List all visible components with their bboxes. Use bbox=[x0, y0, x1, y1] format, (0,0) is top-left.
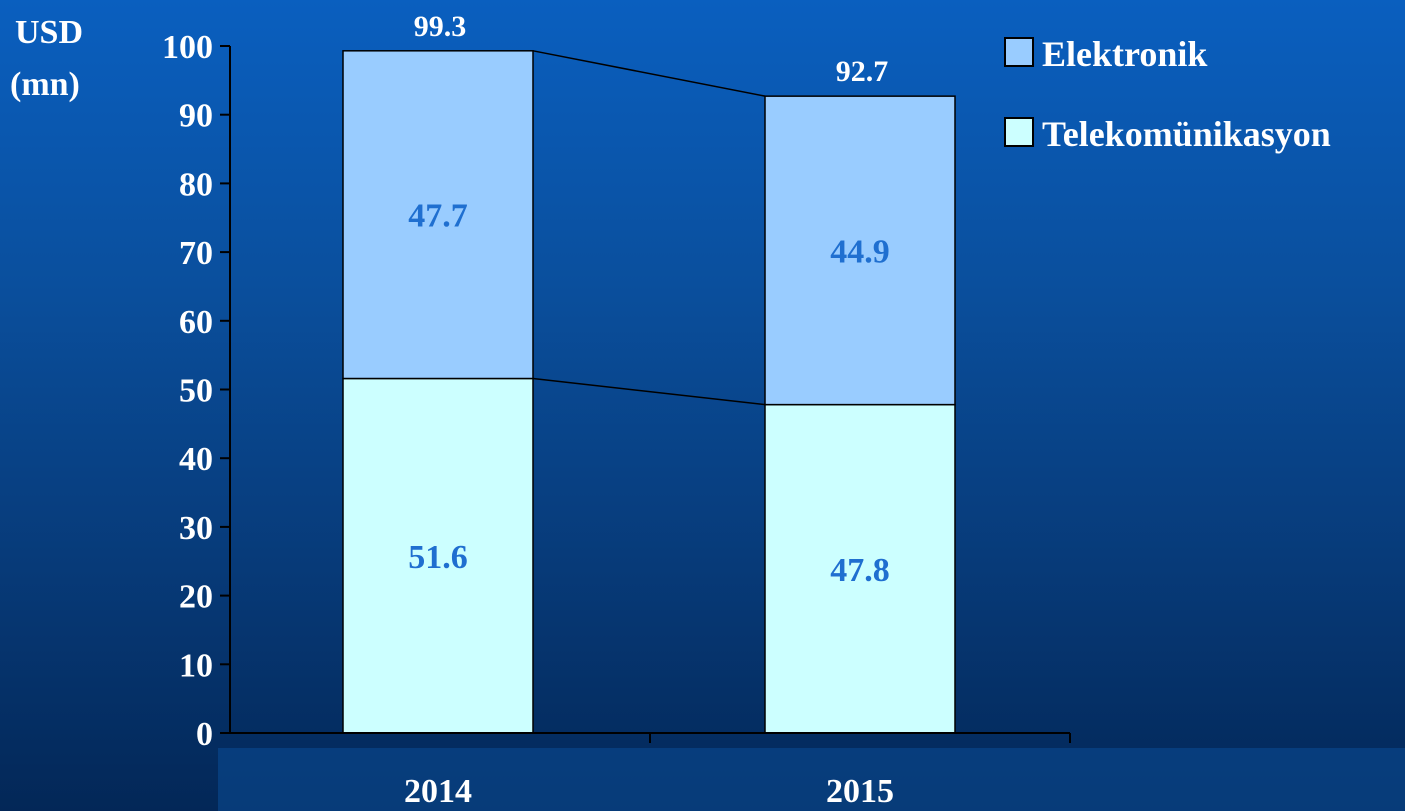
data-label-elektronik-2015: 44.9 bbox=[830, 233, 890, 270]
legend-swatch-telekom bbox=[1004, 117, 1034, 147]
y-tick-label: 50 bbox=[179, 373, 213, 410]
legend-label-telekom: Telekomünikasyon bbox=[1042, 114, 1331, 154]
bars-group bbox=[342, 50, 956, 734]
y-tick-labels: 0 10 20 30 40 50 60 70 80 90 100 bbox=[162, 29, 213, 753]
legend-label-elektronik: Elektronik bbox=[1042, 34, 1207, 74]
x-tick-label-2014: 2014 bbox=[404, 773, 472, 810]
bar-telekom-2014 bbox=[342, 377, 534, 734]
x-tick-labels: 2014 2015 bbox=[404, 773, 894, 810]
y-tick-label: 0 bbox=[196, 716, 213, 753]
series-connector-lines bbox=[532, 50, 766, 406]
y-tick-label: 90 bbox=[179, 98, 213, 135]
total-label-2015: 92.7 bbox=[836, 55, 889, 88]
legend-swatch-elektronik bbox=[1004, 37, 1034, 67]
y-axis-label-line2: (mn) bbox=[10, 66, 80, 103]
y-tick-label: 100 bbox=[162, 29, 213, 66]
connector-line-elektronik bbox=[532, 50, 766, 97]
y-axis-label-line1: USD bbox=[15, 14, 83, 51]
legend: Elektronik Telekomünikasyon bbox=[1004, 34, 1331, 154]
y-tick-label: 80 bbox=[179, 166, 213, 203]
data-labels: 51.6 47.7 99.3 47.8 44.9 92.7 bbox=[408, 10, 890, 589]
y-tick-label: 70 bbox=[179, 235, 213, 272]
data-label-telekom-2015: 47.8 bbox=[830, 552, 890, 589]
y-tick-label: 20 bbox=[179, 579, 213, 616]
x-axis-band bbox=[218, 748, 1405, 811]
data-label-elektronik-2014: 47.7 bbox=[408, 198, 468, 235]
x-tick-label-2015: 2015 bbox=[826, 773, 894, 810]
y-tick-label: 30 bbox=[179, 510, 213, 547]
y-tick-label: 10 bbox=[179, 647, 213, 684]
total-label-2014: 99.3 bbox=[414, 10, 467, 43]
bar-elektronik-2015 bbox=[764, 95, 956, 406]
connector-line-telekom bbox=[532, 377, 766, 406]
y-tick-label: 40 bbox=[179, 441, 213, 478]
bar-elektronik-2014 bbox=[342, 50, 534, 380]
y-tick-label: 60 bbox=[179, 304, 213, 341]
data-label-telekom-2014: 51.6 bbox=[408, 539, 468, 576]
axes-group bbox=[220, 45, 1071, 743]
